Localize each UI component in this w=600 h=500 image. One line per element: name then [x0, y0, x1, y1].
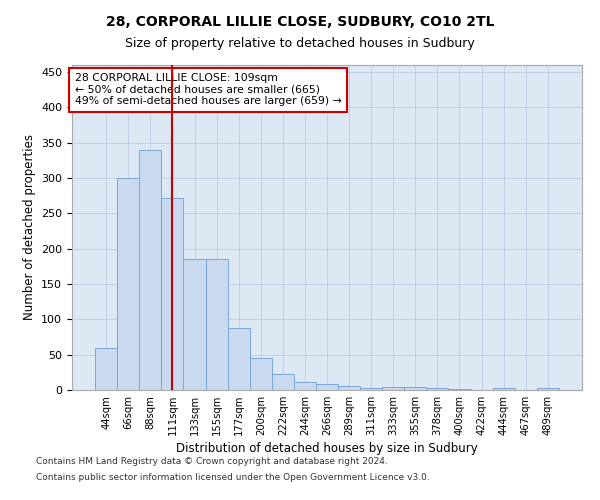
- Bar: [338, 386, 360, 390]
- Bar: [272, 374, 294, 390]
- Bar: [316, 384, 338, 390]
- Bar: [227, 328, 250, 390]
- Y-axis label: Number of detached properties: Number of detached properties: [23, 134, 35, 320]
- Bar: [382, 387, 404, 390]
- Bar: [184, 260, 206, 390]
- Bar: [493, 388, 515, 390]
- Bar: [427, 388, 448, 390]
- Bar: [161, 198, 184, 390]
- Bar: [95, 348, 117, 390]
- Bar: [206, 260, 227, 390]
- Text: 28, CORPORAL LILLIE CLOSE, SUDBURY, CO10 2TL: 28, CORPORAL LILLIE CLOSE, SUDBURY, CO10…: [106, 15, 494, 29]
- Text: Contains public sector information licensed under the Open Government Licence v3: Contains public sector information licen…: [36, 472, 430, 482]
- X-axis label: Distribution of detached houses by size in Sudbury: Distribution of detached houses by size …: [176, 442, 478, 455]
- Bar: [537, 388, 559, 390]
- Bar: [360, 388, 382, 390]
- Bar: [139, 150, 161, 390]
- Bar: [117, 178, 139, 390]
- Bar: [404, 387, 427, 390]
- Text: Size of property relative to detached houses in Sudbury: Size of property relative to detached ho…: [125, 38, 475, 51]
- Text: 28 CORPORAL LILLIE CLOSE: 109sqm
← 50% of detached houses are smaller (665)
49% : 28 CORPORAL LILLIE CLOSE: 109sqm ← 50% o…: [74, 73, 341, 106]
- Text: Contains HM Land Registry data © Crown copyright and database right 2024.: Contains HM Land Registry data © Crown c…: [36, 458, 388, 466]
- Bar: [250, 358, 272, 390]
- Bar: [294, 382, 316, 390]
